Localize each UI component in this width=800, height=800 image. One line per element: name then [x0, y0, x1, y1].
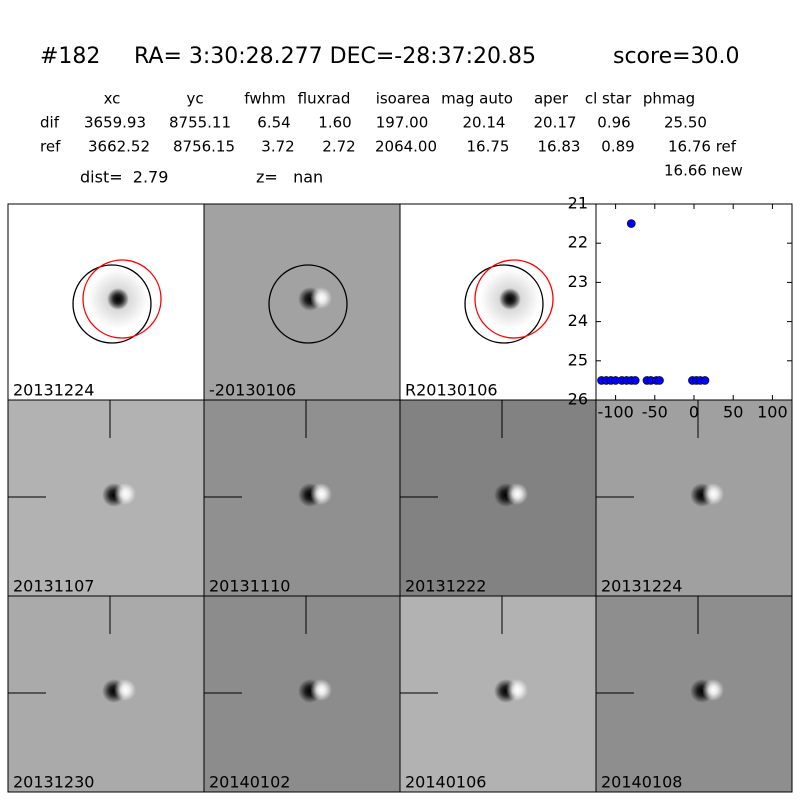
residual-blob: [506, 483, 528, 505]
point: [655, 376, 664, 385]
table-cell: 16.83: [538, 138, 581, 156]
residual-blob: [310, 287, 332, 309]
column-header: cl star: [585, 90, 632, 108]
reference-circle: [82, 259, 162, 339]
residual-blob: [114, 483, 136, 505]
x-tick-label: -50: [642, 403, 668, 422]
residual-blob: [310, 483, 332, 505]
table-cell: 20.14: [463, 114, 506, 132]
y-tick-label: 22: [568, 233, 588, 252]
column-header: xc: [104, 90, 121, 108]
stamp-label: R20130106: [405, 381, 498, 400]
table-cell: 3.72: [261, 138, 294, 156]
stamp-label: 20131110: [209, 577, 290, 596]
table-cell: 2.72: [322, 138, 355, 156]
x-tick-label: 50: [723, 403, 743, 422]
candidate-id: #182: [40, 44, 100, 69]
score: score=30.0: [613, 44, 740, 69]
source-blob: [107, 288, 129, 310]
distance: dist= 2.79: [80, 168, 168, 187]
row-label: ref: [40, 138, 61, 156]
table-cell: 0.96: [597, 114, 630, 132]
y-tick-label: 24: [568, 311, 588, 330]
stamp-label: 20131107: [13, 577, 94, 596]
stamp-label: 20131230: [13, 773, 94, 792]
column-header: aper: [534, 90, 569, 108]
row-label: dif: [40, 114, 60, 132]
table-cell: 16.76 ref: [668, 138, 737, 156]
stamp-label: -20130106: [209, 381, 296, 400]
table-cell: 3659.93: [84, 114, 146, 132]
stamp-label: 20131224: [601, 577, 682, 596]
stamp-label: 20131222: [405, 577, 486, 596]
panels: 20131224 -20130106 R20130106 20131107 201311…: [7, 203, 793, 793]
table-cell: 2064.00: [375, 138, 437, 156]
aperture-circle: [268, 264, 348, 344]
residual-blob: [702, 679, 724, 701]
table-cell: 1.60: [318, 114, 351, 132]
reference-circle: [474, 259, 554, 339]
table-cell: 20.17: [534, 114, 577, 132]
residual-blob: [310, 679, 332, 701]
point: [700, 376, 710, 385]
column-header: fwhm: [244, 90, 285, 108]
stamp-label: 20131224: [13, 381, 94, 400]
y-tick-label: 26: [568, 390, 588, 409]
stamp-label: 20140108: [601, 773, 682, 792]
phmag-new: 16.66 new: [664, 162, 743, 180]
table-cell: 3662.52: [88, 138, 150, 156]
stamp-label: 20140106: [405, 773, 486, 792]
stamp-label: 20140102: [209, 773, 290, 792]
x-tick-label: 0: [689, 403, 699, 422]
residual-blob: [114, 679, 136, 701]
aperture-circle: [72, 264, 152, 344]
x-tick-label: -100: [597, 403, 633, 422]
source-blob: [499, 288, 521, 310]
table-cell: 16.75: [467, 138, 510, 156]
residual-blob: [702, 483, 724, 505]
column-header: yc: [186, 90, 203, 108]
coordinates: RA= 3:30:28.277 DEC=-28:37:20.85: [134, 44, 536, 69]
plot-area: [595, 203, 793, 401]
y-tick-label: 21: [568, 194, 588, 213]
table-cell: 6.54: [257, 114, 290, 132]
scatter-chart: 21 22 23 24 25 26 -100 -50 0 50 100: [568, 194, 793, 422]
column-header: fluxrad: [298, 90, 351, 108]
table-cell: 0.89: [601, 138, 634, 156]
column-header: phmag: [643, 90, 695, 108]
column-header: isoarea: [376, 90, 431, 108]
point: [630, 376, 640, 385]
x-tick-label: 100: [757, 403, 788, 422]
table-cell: 8756.15: [173, 138, 235, 156]
column-header: mag auto: [441, 90, 513, 108]
y-tick-label: 23: [568, 272, 588, 291]
table-cell: 25.50: [664, 114, 707, 132]
residual-blob: [506, 679, 528, 701]
table-cell: 197.00: [376, 114, 429, 132]
table-cell: 8755.11: [169, 114, 231, 132]
y-tick-label: 25: [568, 350, 588, 369]
aperture-circle: [464, 264, 544, 344]
redshift: z= nan: [256, 168, 323, 187]
point: [626, 219, 636, 228]
